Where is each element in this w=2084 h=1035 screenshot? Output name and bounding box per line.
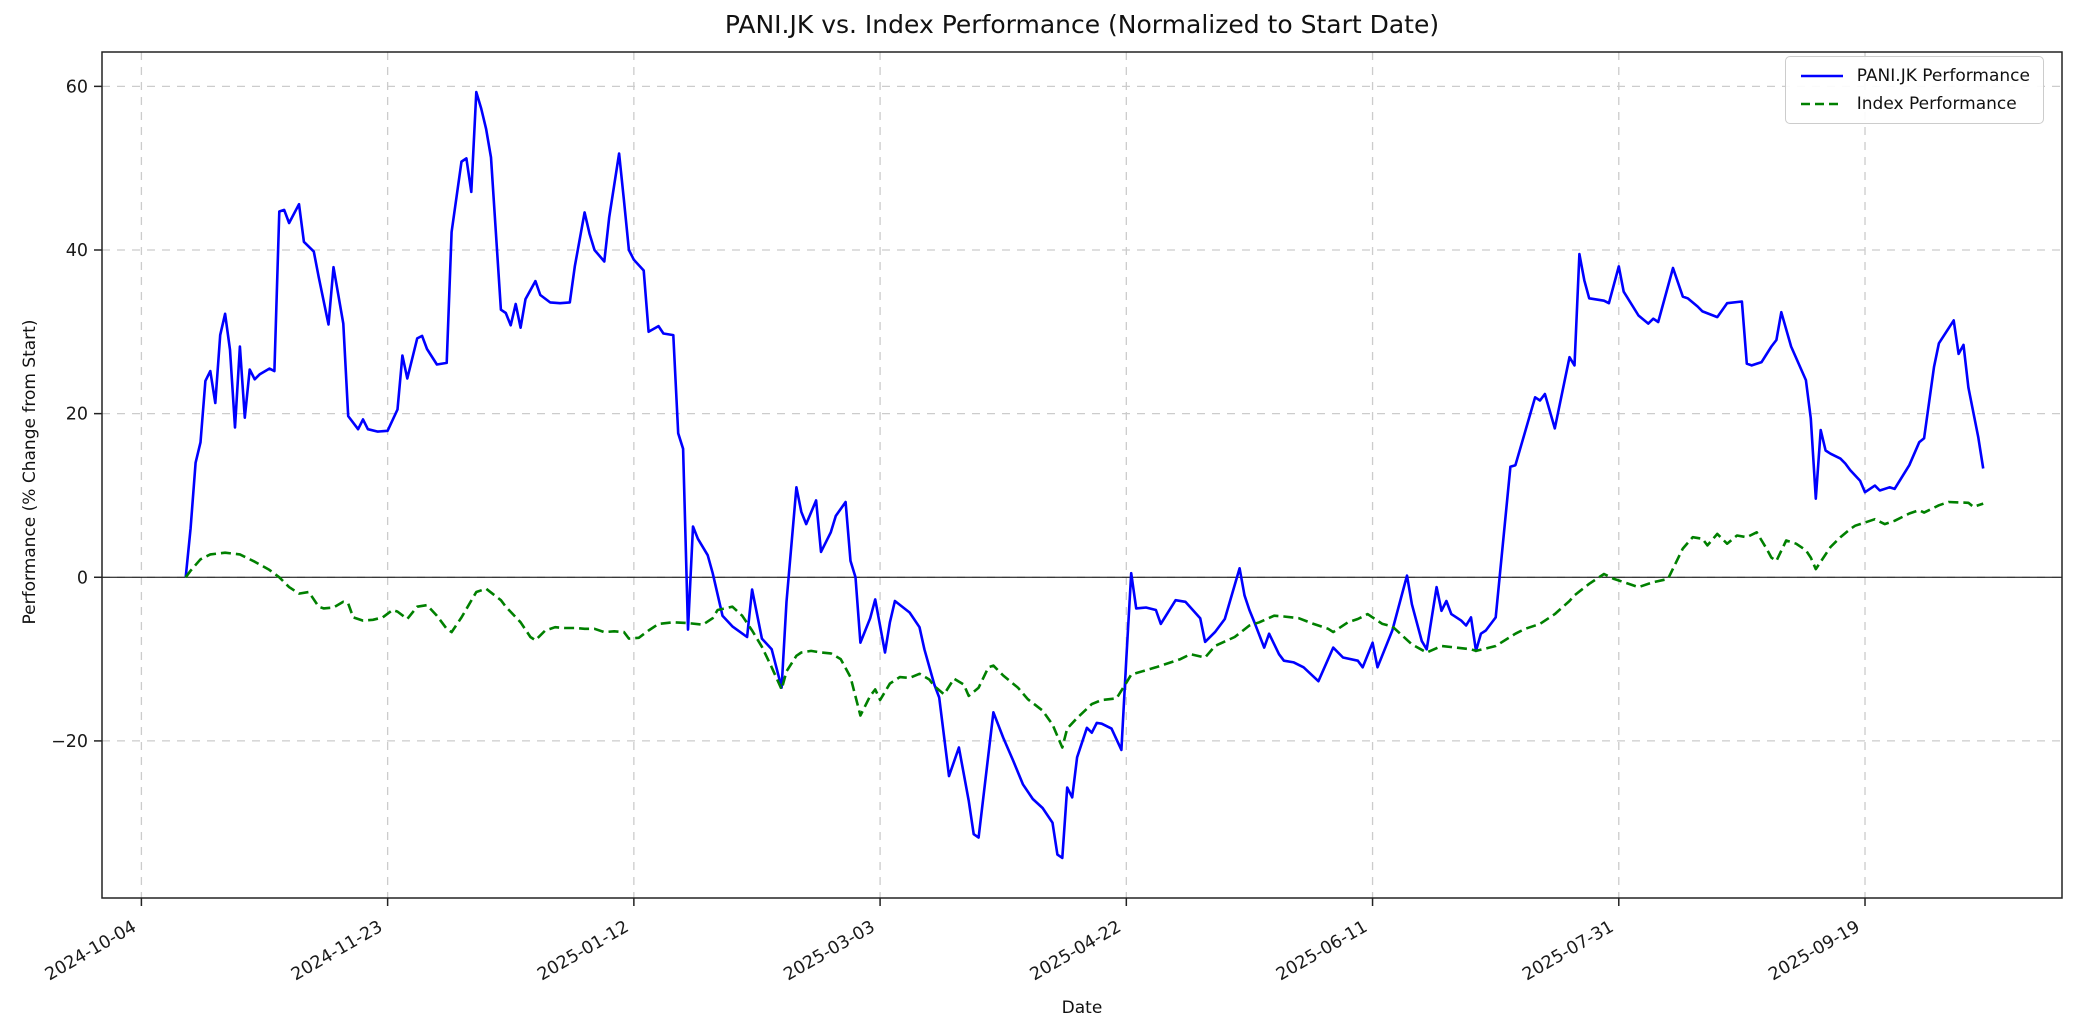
x-tick-label: 2025-01-12 (534, 917, 632, 985)
x-tick-label: 2025-04-22 (1027, 917, 1125, 985)
legend-item-index: Index Performance (1799, 94, 2030, 114)
legend-line-dashed-icon (1800, 102, 1843, 106)
data-series (184, 90, 1985, 860)
chart-title: PANI.JK vs. Index Performance (Normalize… (724, 10, 1440, 39)
y-tick-label: 20 (66, 405, 88, 425)
plot-border (101, 51, 2063, 899)
legend-label-pani: PANI.JK Performance (1856, 66, 2030, 86)
legend-label-index: Index Performance (1856, 94, 2017, 114)
y-tick-label: 40 (66, 241, 88, 261)
y-tick-label: 0 (77, 568, 88, 588)
grid-lines (102, 52, 2062, 898)
x-tick-label: 2025-03-03 (781, 917, 879, 985)
x-tick-label: 2025-06-11 (1273, 917, 1371, 985)
axis-ticks (94, 85, 1866, 906)
axes-spines (101, 51, 2063, 899)
y-tick-label: −20 (51, 732, 88, 752)
legend-item-pani: PANI.JK Performance (1799, 66, 2030, 86)
axis-tick-labels: −20 0 20 40 60 2024-10-04 2024-11-23 2025-01-12… (42, 77, 1864, 985)
x-tick-label: 2024-10-04 (42, 917, 140, 985)
x-axis-label: Date (1061, 998, 1103, 1018)
series-line-index (184, 500, 1984, 749)
x-tick-label: 2025-07-31 (1519, 917, 1617, 985)
y-axis-label: Performance (% Change from Start) (20, 319, 40, 625)
series-line-pani (184, 90, 1985, 860)
x-tick-label: 2025-09-19 (1765, 917, 1863, 985)
x-tick-label: 2024-11-23 (288, 917, 386, 985)
legend: PANI.JK Performance Index Performance (1784, 56, 2044, 124)
y-tick-label: 60 (66, 77, 88, 97)
legend-line-solid-icon (1800, 74, 1843, 78)
